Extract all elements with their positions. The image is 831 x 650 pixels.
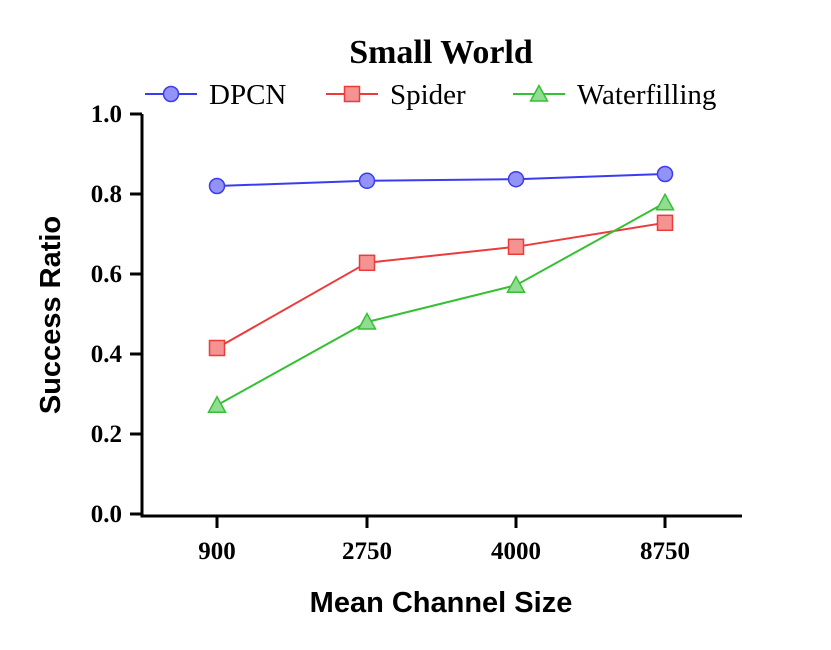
y-tick-label: 0.2 xyxy=(91,421,122,448)
data-point-spider xyxy=(208,339,226,357)
series-layer xyxy=(207,165,675,413)
data-point-spider xyxy=(358,254,376,272)
data-point-dpcn xyxy=(656,165,674,183)
x-tick-label: 900 xyxy=(198,538,236,565)
legend-item-spider: Spider xyxy=(326,79,466,111)
x-tick-label: 4000 xyxy=(491,538,541,565)
legend-item-waterfilling: Waterfilling xyxy=(513,79,716,111)
series-line-spider xyxy=(216,221,666,349)
series-line-dpcn xyxy=(216,173,666,187)
data-point-waterfilling xyxy=(357,311,377,330)
data-point-spider xyxy=(656,214,674,232)
y-tick-label: 0.6 xyxy=(91,261,122,288)
data-point-dpcn xyxy=(208,177,226,195)
data-point-dpcn xyxy=(507,170,525,188)
y-tick-label: 1.0 xyxy=(91,101,122,128)
x-axis: 900 2750 4000 8750 xyxy=(140,514,742,565)
data-point-waterfilling xyxy=(207,395,227,413)
legend-item-dpcn: DPCN xyxy=(145,79,286,111)
data-point-waterfilling xyxy=(506,275,526,293)
y-axis-title: Success Ratio xyxy=(35,216,67,414)
y-tick-label: 0.0 xyxy=(91,501,122,528)
x-tick-label: 8750 xyxy=(640,538,690,565)
legend-marker-waterfilling xyxy=(529,83,549,102)
data-point-spider xyxy=(507,238,525,256)
series-line-waterfilling xyxy=(216,201,666,407)
legend-label-spider: Spider xyxy=(390,79,466,111)
data-point-waterfilling xyxy=(655,192,675,211)
legend-label-waterfilling: Waterfilling xyxy=(577,79,716,111)
x-axis-title: Mean Channel Size xyxy=(310,587,573,619)
y-axis: 0.0 0.2 0.4 0.6 0.8 1.0 xyxy=(91,101,144,528)
data-point-dpcn xyxy=(358,172,376,190)
legend-marker-dpcn xyxy=(162,85,180,103)
legend-label-dpcn: DPCN xyxy=(209,79,286,111)
legend-marker-spider xyxy=(343,85,361,103)
legend: DPCN Spider Waterfilling xyxy=(145,79,716,111)
series-waterfilling xyxy=(207,192,675,413)
x-tick-label: 2750 xyxy=(342,538,392,565)
series-dpcn xyxy=(208,165,674,195)
y-tick-label: 0.4 xyxy=(91,341,123,368)
y-tick-label: 0.8 xyxy=(91,181,122,208)
series-spider xyxy=(208,214,674,357)
chart-title: Small World xyxy=(349,34,533,71)
